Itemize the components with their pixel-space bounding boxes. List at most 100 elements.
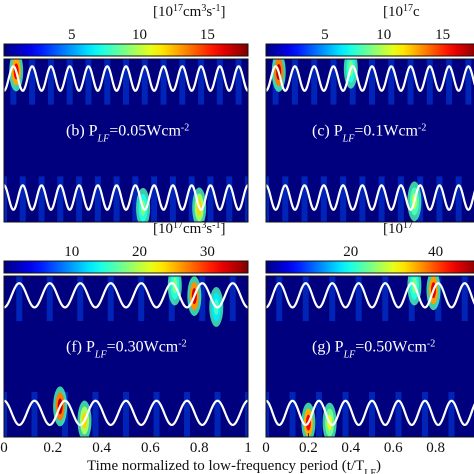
heatmap-area <box>266 59 474 222</box>
heatmap-streak <box>330 59 337 105</box>
heatmap-streak <box>254 59 260 105</box>
colorbar-tick-label: 5 <box>321 27 329 43</box>
heatmap-streak <box>207 176 214 222</box>
heatmap-streak <box>282 176 289 222</box>
heatmap-streak <box>320 176 327 222</box>
heatmap-streak <box>229 276 236 322</box>
heatmap-streak <box>57 176 64 222</box>
heatmap-frame <box>265 275 474 438</box>
heatmap-streak <box>92 391 99 437</box>
heatmap-streak <box>245 176 248 222</box>
chart-panel-4: [1017 20 40 (g) PLF=0.50Wcm-2 0 0.2 0.4 0.6 0.8 <box>262 220 474 456</box>
chart-panel-3: [1017cm3s-1] 10 20 30 (f) PLF=0.30Wcm-2 0 0.2 0… <box>0 220 266 457</box>
heatmap-streak <box>426 59 433 105</box>
heatmap-streak <box>342 391 349 437</box>
heatmap-streak <box>407 59 414 105</box>
x-tick-label: 0.2 <box>43 440 62 456</box>
heatmap-streak <box>276 276 283 322</box>
heatmap-streak <box>311 59 318 105</box>
heatmap-background <box>4 276 248 437</box>
chart-panel-1: [1017cm3s-1] 5 10 15 (b) PLF=0.05Wcm-2 <box>3 3 260 223</box>
panel-label: (g) PLF=0.50Wcm-2 <box>312 338 435 360</box>
colorbar-tick-label: 15 <box>200 27 215 43</box>
heatmap-streak <box>19 176 26 222</box>
heatmap-streak <box>465 59 472 105</box>
heatmap-streak <box>397 176 404 222</box>
colorbar-unit-label: [1017cm3s-1] <box>153 220 226 238</box>
heatmap-streak <box>198 59 205 105</box>
x-tick-label: 1 <box>244 440 252 456</box>
panel-label: (f) PLF=0.30Wcm-2 <box>66 338 187 360</box>
heatmap-frame <box>3 58 249 223</box>
heatmap-streak <box>94 176 101 222</box>
heatmap-streak <box>151 176 158 222</box>
heatmap-streak <box>123 391 129 437</box>
heatmap-streak <box>29 59 36 105</box>
heatmap-streak <box>422 391 428 437</box>
heatmap-streak <box>76 176 83 222</box>
colorbar <box>265 260 474 274</box>
heatmap-streak <box>153 391 160 437</box>
colorbar-tick-label: 30 <box>200 244 215 260</box>
heatmap-streak <box>235 59 242 105</box>
heatmap-area <box>266 276 474 437</box>
heatmap-streak <box>38 176 45 222</box>
heatmap-streak <box>77 276 84 322</box>
envelope-curve-lower <box>266 184 474 211</box>
heatmap-streak <box>436 176 443 222</box>
x-tick-label: 0.4 <box>92 440 111 456</box>
heatmap-streak <box>369 391 375 437</box>
heatmap-streak <box>104 59 111 105</box>
x-tick-label: 0 <box>262 440 270 456</box>
envelope-curve-lower <box>266 399 474 427</box>
heatmap-streak <box>141 59 148 105</box>
colorbar-unit-label: [1017 <box>383 220 413 238</box>
heatmap-streak <box>266 391 269 437</box>
envelope-curve-upper <box>266 65 474 92</box>
heatmap-streak <box>291 59 298 105</box>
heatmap-streak <box>132 176 139 222</box>
heatmap-streak <box>179 59 186 105</box>
colorbar-tick-label: 20 <box>343 244 358 260</box>
x-tick-label: 0 <box>0 440 8 456</box>
x-tick-label: 0.6 <box>141 440 160 456</box>
heatmap-streak <box>446 59 453 105</box>
colorbar-unit-label: [1017cm3s-1] <box>153 3 226 21</box>
heatmap-streak <box>85 59 92 105</box>
heatmap-streak <box>382 276 389 322</box>
heatmap-streak <box>199 276 206 322</box>
heatmap-streak <box>188 176 195 222</box>
colorbar <box>3 43 249 57</box>
heatmap-streak <box>245 391 248 437</box>
heatmap-frame <box>265 58 474 223</box>
heatmap-area <box>4 276 266 437</box>
heatmap-streak <box>289 391 296 437</box>
heatmap-streak <box>388 59 395 105</box>
heatmap-streak <box>340 176 347 222</box>
x-tick-label: 0.4 <box>341 440 360 456</box>
heatmap-streak <box>46 276 53 322</box>
heatmap-streak <box>448 391 455 437</box>
heatmap-streak <box>355 276 362 322</box>
x-axis-label: Time normalized to low-frequency period … <box>87 458 381 474</box>
heatmap-streak <box>4 391 7 437</box>
heatmap-streak <box>216 59 223 105</box>
heatmap-streak <box>301 176 308 222</box>
panel-label: (c) PLF=0.1Wcm-2 <box>312 122 426 144</box>
heatmap-streak <box>266 176 269 222</box>
colorbar-tick-label: 10 <box>132 27 147 43</box>
colorbar-unit-label: [1017c <box>383 3 420 21</box>
heatmap-streak <box>113 176 120 222</box>
heatmap-streak <box>47 59 54 105</box>
colorbar <box>265 43 474 57</box>
heatmap-background <box>266 276 474 437</box>
heatmap-area <box>4 59 260 222</box>
colorbar-tick-label: 20 <box>132 244 147 260</box>
x-tick-label: 0.8 <box>426 440 445 456</box>
colorbar-tick-label: 40 <box>428 244 443 260</box>
heatmap-streak <box>455 176 462 222</box>
colorbar-tick-label: 10 <box>376 27 391 43</box>
heatmap-streak <box>260 276 266 321</box>
heatmap-streak <box>369 59 375 105</box>
